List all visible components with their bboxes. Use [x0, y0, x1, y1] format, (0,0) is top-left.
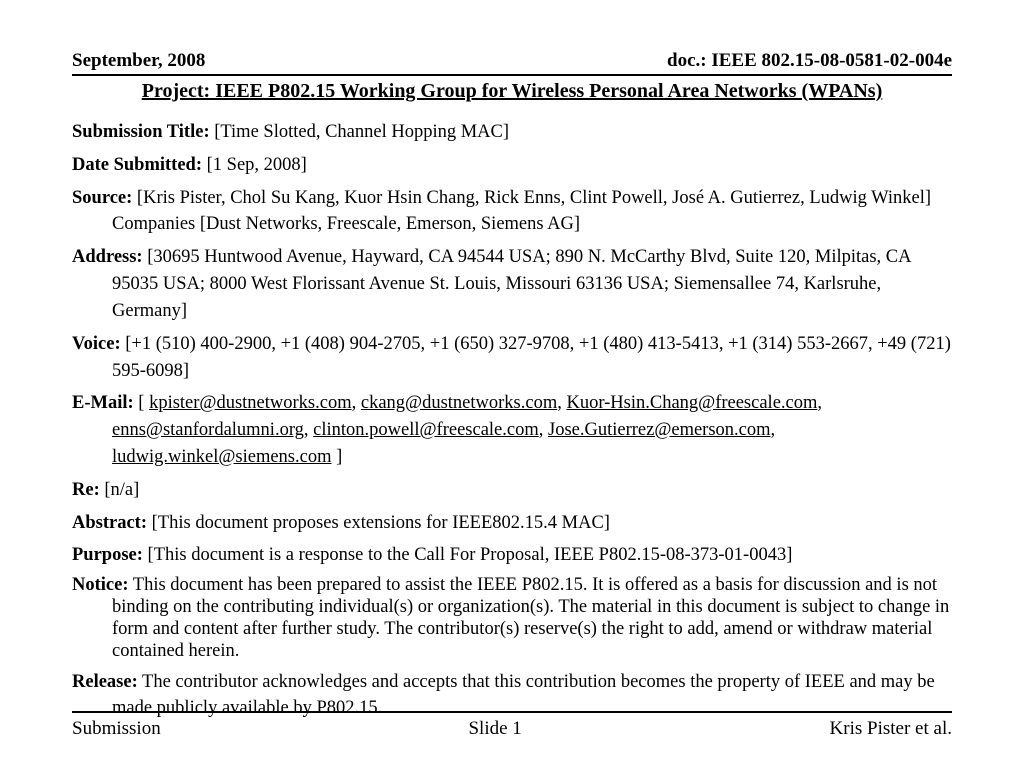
value-abstract: [This document proposes extensions for I…	[147, 513, 610, 533]
email-link[interactable]: clinton.powell@freescale.com	[313, 420, 539, 440]
label-email: E-Mail:	[72, 393, 134, 413]
value-submission-title: [Time Slotted, Channel Hopping MAC]	[210, 122, 509, 142]
email-link[interactable]: kpister@dustnetworks.com	[149, 393, 352, 413]
footer-row: Submission Slide 1 Kris Pister et al.	[72, 718, 952, 740]
footer-right: Kris Pister et al.	[830, 718, 952, 740]
header-doc-number: doc.: IEEE 802.15-08-0581-02-004e	[667, 50, 952, 72]
field-email: E-Mail: [ kpister@dustnetworks.com, ckan…	[72, 390, 952, 470]
label-voice: Voice:	[72, 334, 121, 354]
header-date: September, 2008	[72, 50, 205, 72]
field-date-submitted: Date Submitted: [1 Sep, 2008]	[72, 152, 952, 179]
field-address: Address: [30695 Huntwood Avenue, Hayward…	[72, 244, 952, 324]
email-link[interactable]: ckang@dustnetworks.com	[361, 393, 557, 413]
email-link[interactable]: Jose.Gutierrez@emerson.com	[548, 420, 771, 440]
label-source: Source:	[72, 188, 132, 208]
value-purpose: [This document is a response to the Call…	[143, 545, 792, 565]
value-re: [n/a]	[100, 480, 140, 500]
label-notice: Notice:	[72, 575, 129, 595]
email-list: kpister@dustnetworks.com, ckang@dustnetw…	[112, 393, 822, 467]
field-notice: Notice: This document has been prepared …	[72, 575, 952, 662]
label-submission-title: Submission Title:	[72, 122, 210, 142]
footer-left: Submission	[72, 718, 161, 740]
field-release: Release: The contributor acknowledges an…	[72, 669, 952, 723]
field-source: Source: [Kris Pister, Chol Su Kang, Kuor…	[72, 185, 952, 239]
label-re: Re:	[72, 480, 100, 500]
label-purpose: Purpose:	[72, 545, 143, 565]
value-notice: This document has been prepared to assis…	[112, 575, 949, 660]
email-link[interactable]: Kuor-Hsin.Chang@freescale.com	[566, 393, 817, 413]
field-purpose: Purpose: [This document is a response to…	[72, 542, 952, 569]
email-suffix: ]	[331, 447, 342, 467]
value-date-submitted: [1 Sep, 2008]	[202, 155, 307, 175]
label-date-submitted: Date Submitted:	[72, 155, 202, 175]
project-title: Project: IEEE P802.15 Working Group for …	[72, 80, 952, 103]
email-link[interactable]: enns@stanfordalumni.org	[112, 420, 304, 440]
label-release: Release:	[72, 672, 138, 692]
label-address: Address:	[72, 247, 143, 267]
field-submission-title: Submission Title: [Time Slotted, Channel…	[72, 119, 952, 146]
email-link[interactable]: ludwig.winkel@siemens.com	[112, 447, 331, 467]
value-voice: [+1 (510) 400-2900, +1 (408) 904-2705, +…	[112, 334, 951, 381]
label-abstract: Abstract:	[72, 513, 147, 533]
header-row: September, 2008 doc.: IEEE 802.15-08-058…	[72, 50, 952, 76]
field-abstract: Abstract: [This document proposes extens…	[72, 510, 952, 537]
slide-page: September, 2008 doc.: IEEE 802.15-08-058…	[0, 0, 1024, 768]
field-re: Re: [n/a]	[72, 477, 952, 504]
footer-divider	[72, 711, 952, 713]
footer-center: Slide 1	[468, 718, 521, 740]
value-source: [Kris Pister, Chol Su Kang, Kuor Hsin Ch…	[112, 188, 931, 235]
field-voice: Voice: [+1 (510) 400-2900, +1 (408) 904-…	[72, 331, 952, 385]
value-address: [30695 Huntwood Avenue, Hayward, CA 9454…	[112, 247, 911, 321]
email-prefix: [	[134, 393, 149, 413]
